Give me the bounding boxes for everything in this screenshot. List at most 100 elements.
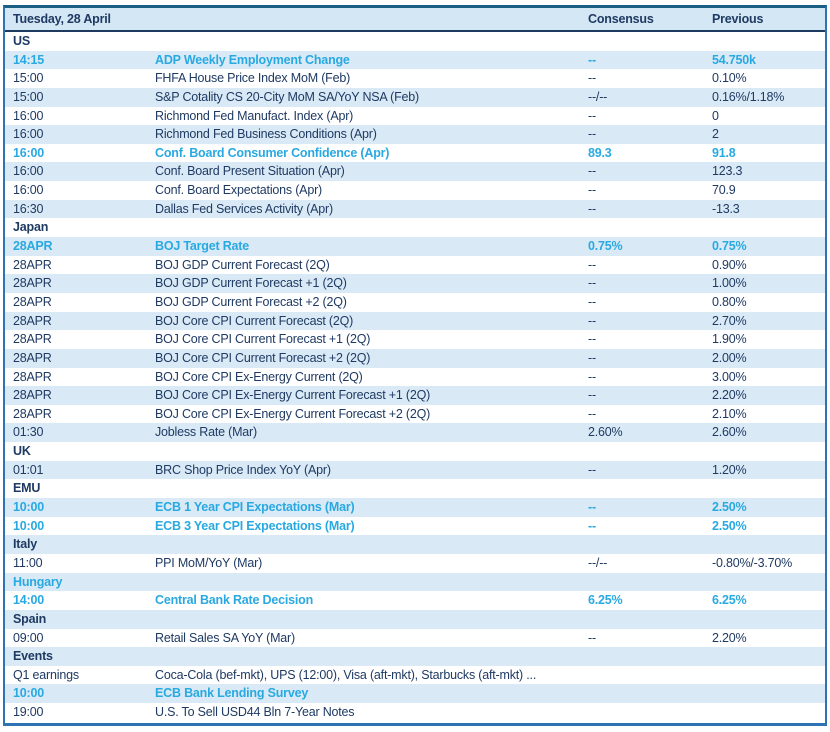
event-consensus-value: -- [588, 630, 596, 645]
event-time: 10:00 [13, 518, 44, 533]
event-label: BOJ Core CPI Ex-Energy Current (2Q) [155, 369, 363, 384]
event-consensus-value: 0.75% [588, 239, 623, 254]
event-consensus-value: -- [588, 369, 596, 384]
calendar-rows: US 14:15 ADP Weekly Employment Change --… [5, 32, 825, 722]
event-previous-value: 2.60% [712, 425, 747, 440]
event-time: 28APR [13, 313, 52, 328]
event-row: Q1 earnings Coca-Cola (bef-mkt), UPS (12… [5, 666, 825, 685]
event-time: 28APR [13, 388, 52, 403]
event-previous-value: 0 [712, 108, 719, 123]
event-consensus-value: -- [588, 164, 596, 179]
event-row: 28APR BOJ Core CPI Ex-Energy Current For… [5, 405, 825, 424]
event-previous-value: 2.20% [712, 630, 747, 645]
section-row: Hungary [5, 572, 825, 592]
event-time: 14:15 [13, 52, 44, 67]
event-time: 28APR [13, 257, 52, 272]
event-row: 28APR BOJ GDP Current Forecast +2 (2Q) -… [5, 293, 825, 312]
event-previous-value: 0.80% [712, 294, 747, 309]
event-label: PPI MoM/YoY (Mar) [155, 555, 263, 570]
section-row: Spain [5, 609, 825, 629]
section-label: EMU [13, 481, 41, 496]
event-label: BOJ Core CPI Current Forecast +1 (2Q) [155, 332, 371, 347]
consensus-column-header: Consensus [588, 12, 654, 26]
event-previous-value: 2.10% [712, 406, 747, 421]
event-consensus-value: --/-- [588, 555, 608, 570]
event-consensus-value: -- [588, 294, 596, 309]
event-row: 28APR BOJ Core CPI Current Forecast (2Q)… [5, 311, 825, 331]
event-label: Jobless Rate (Mar) [155, 425, 257, 440]
event-row: 19:00 U.S. To Sell USD44 Bln 7-Year Note… [5, 703, 825, 722]
event-label: BOJ Core CPI Current Forecast +2 (2Q) [155, 350, 371, 365]
event-consensus-value: -- [588, 388, 596, 403]
event-row: 16:00 Conf. Board Consumer Confidence (A… [5, 144, 825, 163]
event-time: 14:00 [13, 593, 44, 608]
event-previous-value: 2.00% [712, 350, 747, 365]
section-row: Japan [5, 218, 825, 237]
event-row: 28APR BOJ Core CPI Ex-Energy Current (2Q… [5, 368, 825, 387]
event-label: U.S. To Sell USD44 Bln 7-Year Notes [155, 705, 355, 720]
event-time: 01:30 [13, 425, 44, 440]
event-time: 10:00 [13, 686, 44, 701]
event-row: 28APR BOJ Core CPI Current Forecast +1 (… [5, 330, 825, 349]
event-previous-value: 2.50% [712, 500, 747, 515]
event-row: 01:30 Jobless Rate (Mar) 2.60% 2.60% [5, 423, 825, 443]
event-label: BOJ Core CPI Current Forecast (2Q) [155, 313, 354, 328]
event-row: 28APR BOJ Core CPI Current Forecast +2 (… [5, 348, 825, 368]
event-label: FHFA House Price Index MoM (Feb) [155, 71, 351, 86]
event-row: 16:00 Conf. Board Expectations (Apr) -- … [5, 181, 825, 200]
section-row: EMU [5, 479, 825, 498]
event-consensus-value: -- [588, 71, 596, 86]
event-row: 28APR BOJ GDP Current Forecast (2Q) -- 0… [5, 256, 825, 275]
event-consensus-value: -- [588, 518, 596, 533]
event-previous-value: 2 [712, 127, 719, 142]
event-time: 15:00 [13, 71, 44, 86]
previous-column-header: Previous [712, 12, 764, 26]
event-time: 16:00 [13, 127, 44, 142]
event-time: 09:00 [13, 630, 44, 645]
event-previous-value: -13.3 [712, 201, 740, 216]
event-label: BOJ GDP Current Forecast +1 (2Q) [155, 276, 347, 291]
section-label: Events [13, 649, 53, 664]
event-consensus-value: -- [588, 127, 596, 142]
event-time: 28APR [13, 332, 52, 347]
event-row: 10:00 ECB 1 Year CPI Expectations (Mar) … [5, 498, 825, 517]
event-label: ECB Bank Lending Survey [155, 686, 309, 701]
event-consensus-value: 6.25% [588, 593, 623, 608]
event-previous-value: 2.20% [712, 388, 747, 403]
event-time: 16:30 [13, 201, 44, 216]
event-label: S&P Cotality CS 20-City MoM SA/YoY NSA (… [155, 89, 419, 104]
event-previous-value: 91.8 [712, 145, 736, 160]
section-row: UK [5, 442, 825, 461]
event-label: ADP Weekly Employment Change [155, 52, 350, 67]
section-row: US [5, 32, 825, 51]
event-label: Retail Sales SA YoY (Mar) [155, 630, 295, 645]
event-row: 16:30 Dallas Fed Services Activity (Apr)… [5, 199, 825, 219]
event-previous-value: 123.3 [712, 164, 743, 179]
event-label: Richmond Fed Business Conditions (Apr) [155, 127, 377, 142]
event-row: 15:00 S&P Cotality CS 20-City MoM SA/YoY… [5, 87, 825, 107]
event-row: 09:00 Retail Sales SA YoY (Mar) -- 2.20% [5, 629, 825, 648]
event-previous-value: 1.90% [712, 332, 747, 347]
event-previous-value: 2.70% [712, 313, 747, 328]
event-label: BRC Shop Price Index YoY (Apr) [155, 462, 331, 477]
event-label: Central Bank Rate Decision [155, 593, 314, 608]
event-consensus-value: -- [588, 201, 596, 216]
event-consensus-value: -- [588, 313, 596, 328]
event-consensus-value: -- [588, 183, 596, 198]
event-time: 16:00 [13, 183, 44, 198]
event-row: 16:00 Richmond Fed Manufact. Index (Apr)… [5, 107, 825, 126]
section-label: Japan [13, 220, 49, 235]
event-previous-value: 2.50% [712, 518, 747, 533]
event-consensus-value: -- [588, 257, 596, 272]
event-row: 14:00 Central Bank Rate Decision 6.25% 6… [5, 591, 825, 610]
event-label: Richmond Fed Manufact. Index (Apr) [155, 108, 354, 123]
event-label: BOJ Core CPI Ex-Energy Current Forecast … [155, 406, 431, 421]
event-consensus-value: 89.3 [588, 145, 612, 160]
event-previous-value: -0.80%/-3.70% [712, 555, 793, 570]
event-consensus-value: 2.60% [588, 425, 623, 440]
event-time: Q1 earnings [13, 667, 79, 682]
event-consensus-value: -- [588, 332, 596, 347]
event-label: BOJ Core CPI Ex-Energy Current Forecast … [155, 388, 431, 403]
event-consensus-value: -- [588, 406, 596, 421]
calendar-date-title: Tuesday, 28 April [13, 12, 111, 26]
